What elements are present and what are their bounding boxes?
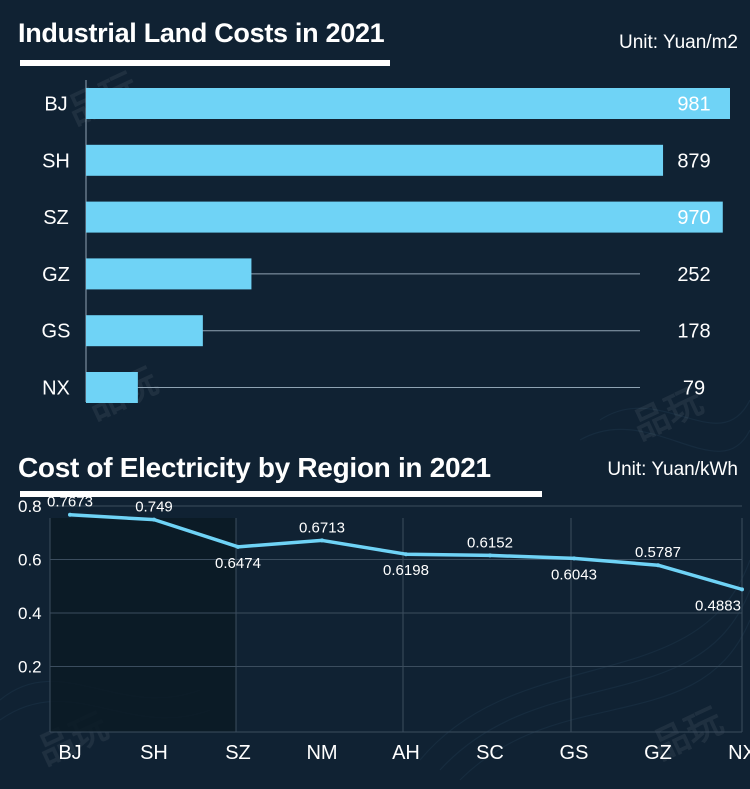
line-data-label: 0.5787 [635, 544, 681, 561]
line-x-tick-label: SC [476, 742, 504, 764]
electricity-unit-label: Unit: Yuan/kWh [607, 459, 738, 480]
bar-sh [86, 144, 664, 176]
line-y-tick-label: 0.8 [18, 497, 42, 516]
line-data-label: 0.6474 [215, 555, 261, 572]
line-x-tick-label: SH [140, 742, 168, 764]
line-point-ah [404, 552, 408, 557]
line-highlight-region [50, 518, 236, 732]
bar-nx [86, 372, 138, 403]
line-x-tick-label: SZ [225, 742, 251, 764]
electricity-title-underline [20, 491, 542, 497]
line-x-tick-label: BJ [58, 742, 81, 764]
line-point-sz [236, 544, 240, 549]
bar-category-label: SH [42, 150, 70, 172]
line-data-label: 0.6152 [467, 534, 513, 551]
line-x-tick-label: GS [560, 742, 589, 764]
bar-bj [86, 88, 730, 119]
bar-value-label: 252 [677, 264, 710, 286]
line-x-tick-label: NM [306, 742, 337, 764]
bar-value-label: 981 [677, 94, 710, 116]
electricity-chart-title: Cost of Electricity by Region in 2021 [18, 452, 491, 483]
line-data-label: 0.749 [135, 499, 173, 516]
line-point-nx [740, 587, 744, 592]
bar-value-label: 879 [677, 150, 710, 172]
line-data-label: 0.7673 [47, 494, 93, 511]
line-x-tick-label: AH [392, 742, 420, 764]
line-point-sh [152, 517, 156, 522]
line-point-gs [572, 556, 576, 561]
line-data-label: 0.6198 [383, 562, 429, 579]
bar-category-label: NX [42, 378, 70, 400]
land-cost-unit-label: Unit: Yuan/m2 [618, 32, 738, 53]
line-y-tick-label: 0.6 [18, 551, 42, 570]
line-data-label: 0.6713 [299, 519, 345, 536]
line-point-nm [320, 538, 324, 543]
bar-value-label: 178 [677, 321, 710, 343]
bar-category-label: GZ [42, 264, 70, 286]
line-x-tick-label: GZ [644, 742, 672, 764]
bar-value-label: 79 [683, 378, 705, 400]
bar-category-label: BJ [44, 94, 67, 116]
land-cost-chart-title: Industrial Land Costs in 2021 [18, 18, 385, 48]
bar-sz [86, 201, 723, 233]
line-data-label: 0.4883 [695, 597, 741, 614]
line-y-tick-label: 0.2 [18, 658, 42, 677]
bar-gs [86, 315, 203, 347]
line-point-sc [488, 553, 492, 558]
line-data-label: 0.6043 [551, 566, 597, 583]
bar-gz [86, 258, 252, 290]
land-cost-title-underline [20, 60, 390, 66]
bar-category-label: SZ [43, 207, 69, 229]
line-point-gz [656, 563, 660, 568]
line-x-tick-label: NX [728, 742, 750, 764]
bar-value-label: 970 [677, 207, 710, 229]
line-y-tick-label: 0.4 [18, 604, 42, 623]
line-point-bj [68, 512, 72, 517]
bar-category-label: GS [42, 321, 71, 343]
